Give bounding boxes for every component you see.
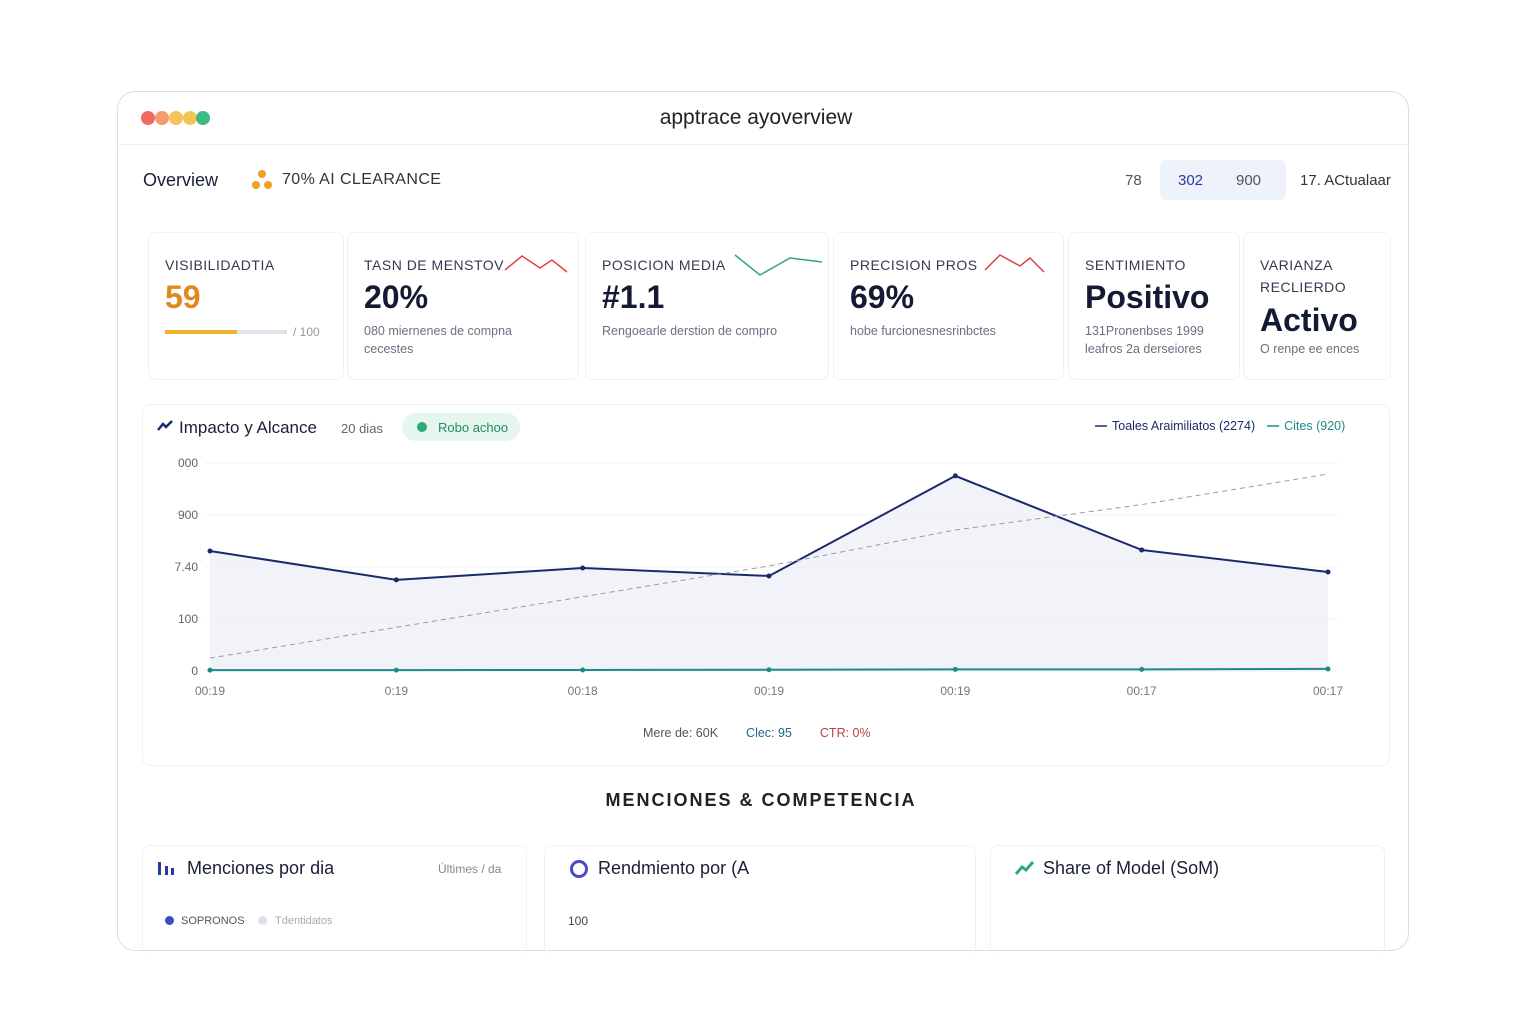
panel-axis-label: 100	[568, 914, 589, 928]
y-tick-label: 900	[178, 508, 198, 522]
kpi-card	[833, 232, 1064, 380]
legend-dot	[165, 916, 174, 925]
kpi-label: POSICION MEDIA	[602, 257, 726, 273]
window-title: apptrace ayoverview	[659, 106, 853, 129]
divider	[117, 144, 1409, 145]
progress-bar	[165, 330, 237, 334]
kpi-value: #1.1	[602, 279, 665, 315]
kpi-label: TASN DE MENSTOV	[364, 257, 505, 273]
chart-title: Impacto y Alcance	[179, 418, 317, 437]
y-tick-label: 0	[191, 664, 198, 678]
point	[207, 548, 213, 554]
point	[952, 666, 958, 672]
chart-card	[142, 404, 1390, 766]
section-title: MENCIONES & COMPETENCIA	[605, 790, 917, 810]
point	[766, 573, 772, 579]
panel-icon	[570, 860, 588, 878]
status-icon	[252, 170, 272, 189]
point	[207, 667, 213, 673]
point	[1139, 666, 1145, 672]
panel-title: Share of Model (SoM)	[1043, 858, 1220, 878]
point	[393, 667, 399, 673]
kpi-value: 59	[165, 279, 201, 315]
kpi-value: Positivo	[1085, 279, 1210, 315]
kpi-card	[585, 232, 829, 380]
x-tick-label: 00:18	[568, 684, 598, 698]
kpi-card	[347, 232, 579, 380]
point	[1325, 666, 1331, 672]
kpi-value: Activo	[1260, 302, 1358, 338]
legend-dot	[258, 916, 267, 925]
kpi-sub: Rengoearle derstion de compro	[602, 324, 778, 338]
badge-dot	[417, 422, 427, 432]
kpi-sub: O renpe ee ences	[1260, 342, 1360, 356]
tab[interactable]: 78	[1125, 172, 1142, 189]
tab[interactable]: 302	[1178, 172, 1204, 189]
y-tick-label: 000	[178, 456, 198, 470]
panel-icon	[158, 862, 174, 875]
kpi-label: PRECISION PROS	[850, 257, 978, 273]
panel-title: Menciones por dia	[187, 858, 335, 878]
chart-footer: Mere de: 60K	[643, 726, 719, 740]
panel-icon	[1015, 861, 1035, 875]
status: 70% AI CLEARANCE	[282, 171, 442, 188]
kpi-sub: 131Pronenbses 1999 leafros 2a derseiores	[1085, 324, 1204, 356]
kpi-value: 69%	[850, 279, 915, 315]
line-chart: 0 100 7.40 900 000 00:19 0:19 00:18 00:19 00:19 00…	[175, 419, 1346, 740]
point	[766, 667, 772, 673]
panel	[544, 845, 976, 955]
legend-label: Cites (920)	[1284, 419, 1345, 433]
action[interactable]: 17. ACtualaar	[1300, 172, 1391, 189]
point	[1325, 569, 1331, 575]
kpi-card	[148, 232, 344, 380]
window	[117, 91, 1409, 951]
point	[393, 577, 399, 583]
chart-footer: CTR: 0%	[820, 726, 871, 740]
x-tick-label: 0:19	[385, 684, 409, 698]
panel	[990, 845, 1385, 955]
point	[952, 473, 958, 479]
window-dots	[141, 111, 210, 125]
x-tick-label: 00:17	[1313, 684, 1343, 698]
panel-legend: Tdentidatos	[275, 915, 333, 927]
nav-title[interactable]: Overview	[143, 170, 219, 190]
kpi-value: 20%	[364, 279, 429, 315]
panel-title: Rendmiento por (A	[598, 858, 750, 878]
panel	[142, 845, 527, 955]
x-tick-label: 00:19	[195, 684, 225, 698]
kpi-label: SENTIMIENTO	[1085, 257, 1186, 273]
kpi-sub: hobe furcionesnesrinbctes	[850, 324, 996, 338]
y-tick-label: 7.40	[175, 560, 199, 574]
kpi-card	[1243, 232, 1391, 380]
kpi-label: VISIBILIDADTIA	[165, 257, 275, 273]
x-tick-label: 00:19	[754, 684, 784, 698]
x-tick-label: 00:19	[940, 684, 970, 698]
panel-meta: Últimes / da	[438, 862, 502, 876]
sparklines	[504, 254, 1045, 276]
tab-highlight	[1160, 160, 1286, 200]
point	[1139, 547, 1145, 553]
chart-subtitle: 20 dias	[341, 421, 383, 436]
x-tick-label: 00:17	[1127, 684, 1157, 698]
tab[interactable]: 900	[1236, 172, 1262, 189]
y-tick-label: 100	[178, 612, 198, 626]
badge-text: Robo achoo	[438, 420, 509, 435]
chart-icon	[157, 420, 173, 431]
point	[580, 667, 586, 673]
point	[580, 565, 586, 571]
kpi-note: / 100	[293, 325, 320, 339]
chart-footer: Clec: 95	[746, 726, 792, 740]
area	[210, 475, 1328, 671]
panel-legend: SOPRONOS	[181, 915, 245, 927]
legend-label: Toales Araimiliatos (2274)	[1112, 419, 1255, 433]
kpi-card	[1068, 232, 1240, 380]
kpi-label: VARIANZA RECLIERDO	[1260, 257, 1347, 295]
kpi-sub: 080 miernenes de compna cecestes	[364, 324, 513, 356]
